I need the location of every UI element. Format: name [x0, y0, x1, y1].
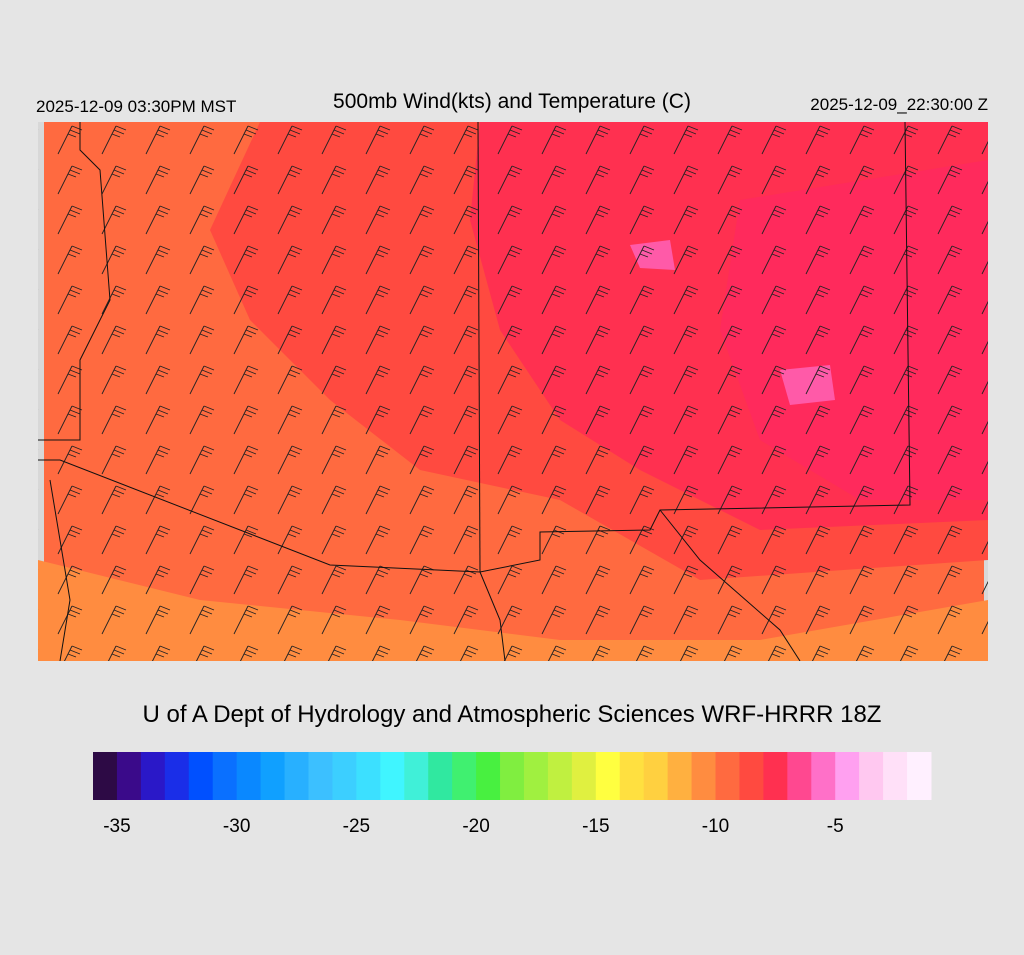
color-swatch	[188, 752, 214, 800]
color-swatch	[619, 752, 645, 800]
colorbar-label: -35	[103, 816, 130, 837]
color-swatch	[116, 752, 142, 800]
color-swatch	[476, 752, 501, 800]
colorbar-label: -10	[702, 816, 729, 837]
color-swatch	[763, 752, 788, 800]
color-swatch	[140, 752, 166, 800]
color-swatch	[164, 752, 190, 800]
color-swatch	[308, 752, 333, 800]
colorbar-label: -15	[582, 816, 609, 837]
color-swatch	[260, 752, 286, 800]
color-swatch	[332, 752, 357, 800]
color-swatch	[380, 752, 405, 800]
color-swatch	[212, 752, 238, 800]
color-swatch	[811, 752, 836, 800]
colorbar-label: -30	[223, 816, 250, 837]
color-swatch	[835, 752, 860, 800]
color-swatch	[356, 752, 381, 800]
color-swatch	[715, 752, 740, 800]
color-swatch	[739, 752, 764, 800]
color-swatch	[643, 752, 669, 800]
color-swatch	[523, 752, 549, 800]
temperature-map	[38, 122, 988, 661]
color-swatch	[500, 752, 525, 800]
colorbar-label: -25	[343, 816, 370, 837]
state-borders	[38, 122, 911, 661]
color-swatch	[93, 752, 118, 800]
valid-local-time: 2025-12-09 03:30PM MST	[36, 97, 236, 116]
color-swatch	[907, 752, 932, 800]
color-swatch	[404, 752, 429, 800]
colorbar-label: -20	[462, 816, 489, 837]
color-swatch	[667, 752, 693, 800]
color-swatch	[571, 752, 597, 800]
footer-credit: U of A Dept of Hydrology and Atmospheric…	[143, 701, 882, 728]
colorbar: -35 -30 -25 -20 -15 -10 -5	[93, 752, 932, 837]
colorbar-label: -5	[827, 816, 844, 837]
color-swatch	[859, 752, 884, 800]
color-swatch	[691, 752, 717, 800]
color-swatch	[452, 752, 477, 800]
color-swatch	[547, 752, 573, 800]
wind-barbs	[38, 122, 988, 661]
color-swatch	[883, 752, 908, 800]
color-swatch	[428, 752, 453, 800]
valid-utc-time: 2025-12-09_22:30:00 Z	[810, 95, 988, 114]
map-title: 500mb Wind(kts) and Temperature (C)	[333, 90, 691, 113]
color-swatch	[236, 752, 262, 800]
color-swatch	[284, 752, 309, 800]
color-swatch	[595, 752, 621, 800]
color-swatch	[787, 752, 812, 800]
